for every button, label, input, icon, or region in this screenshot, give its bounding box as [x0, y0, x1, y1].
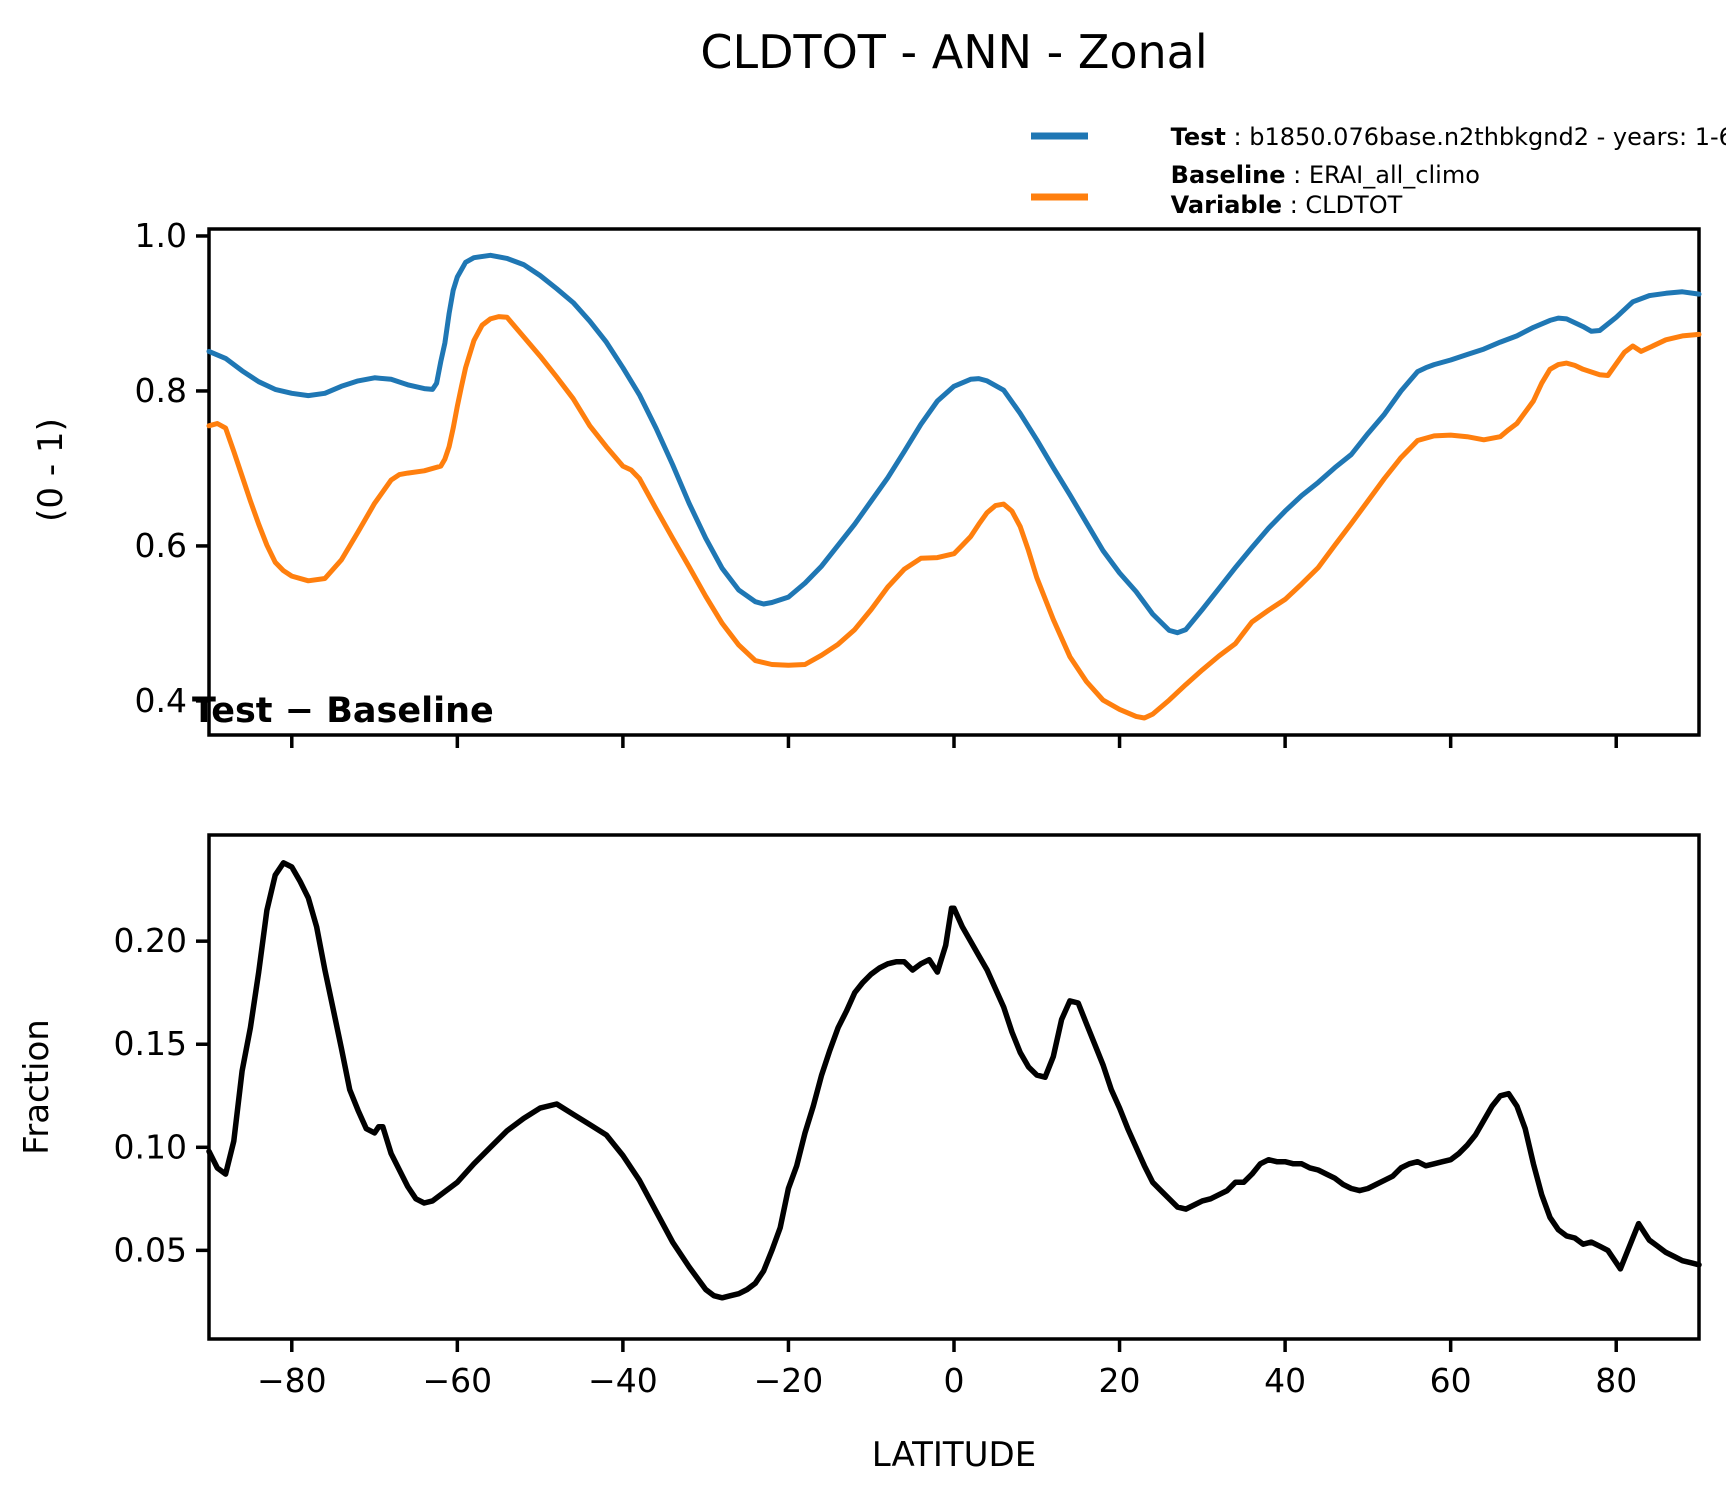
legend-variable-label: Variable: [1171, 191, 1282, 219]
legend-variable-value: : CLDTOT: [1282, 191, 1403, 219]
series-line-baseline: [206, 314, 1702, 721]
top-plot-frame: [207, 227, 1701, 737]
bottom-x-axis-label: LATITUDE: [872, 1435, 1036, 1475]
page-title: CLDTOT - ANN - Zonal: [700, 25, 1207, 79]
x-tick-label: 0: [944, 1361, 965, 1400]
legend-variable-entry: Variable : CLDTOT: [1102, 191, 1456, 219]
y-tick-label: 0.4: [135, 681, 187, 720]
x-tick-label: 20: [1099, 1361, 1141, 1400]
y-tick-label: 0.15: [114, 1024, 187, 1063]
legend-test-label: Test: [1171, 123, 1226, 151]
legend-test-value: : b1850.076base.n2thbkgnd2 - years: 1-6: [1226, 123, 1726, 151]
x-tick-label: 40: [1264, 1361, 1306, 1400]
x-tick-label: −40: [588, 1361, 658, 1400]
y-tick-label: 0.6: [135, 526, 187, 565]
y-tick-label: 0.05: [114, 1230, 187, 1269]
top-series-lines: [206, 252, 1702, 721]
top-y-axis-label: (0 - 1): [31, 418, 71, 522]
panel-bottom: Fraction LATITUDE −80 −60 −40 −20 0 20 40 60 80 0…: [17, 833, 1702, 1475]
x-tick-label: −20: [754, 1361, 824, 1400]
legend-baseline-entry: Baseline : ERAI_all_climo: [1102, 161, 1533, 189]
series-line-test-baseline: [206, 860, 1702, 1301]
x-tick-label: 80: [1595, 1361, 1637, 1400]
bottom-axis-ticks: −80 −60 −40 −20 0 20 40 60 80 0.20 0.15 0.10 0.05: [114, 921, 1638, 1400]
x-tick-label: −60: [423, 1361, 493, 1400]
top-axis-ticks: 1.0 0.8 0.6 0.4: [135, 216, 1618, 748]
y-tick-label: 0.20: [114, 921, 187, 960]
legend: Test : b1850.076base.n2thbkgnd2 - years:…: [1031, 123, 1726, 219]
bottom-series-lines: [206, 860, 1702, 1301]
bottom-y-axis-label: Fraction: [17, 1019, 57, 1155]
legend-test-entry: Test : b1850.076base.n2thbkgnd2 - years:…: [1102, 123, 1726, 151]
x-tick-label: 60: [1430, 1361, 1472, 1400]
legend-baseline-value: : ERAI_all_climo: [1286, 161, 1480, 189]
panel-top: (0 - 1) 1.0 0.8 0.6 0.4: [31, 216, 1702, 748]
legend-baseline-label: Baseline: [1171, 161, 1286, 189]
series-line-test: [206, 252, 1702, 636]
y-tick-label: 0.8: [135, 371, 187, 410]
x-tick-label: −80: [257, 1361, 327, 1400]
y-tick-label: 1.0: [135, 216, 187, 255]
diff-panel-title: Test − Baseline: [192, 691, 494, 731]
y-tick-label: 0.10: [114, 1127, 187, 1166]
